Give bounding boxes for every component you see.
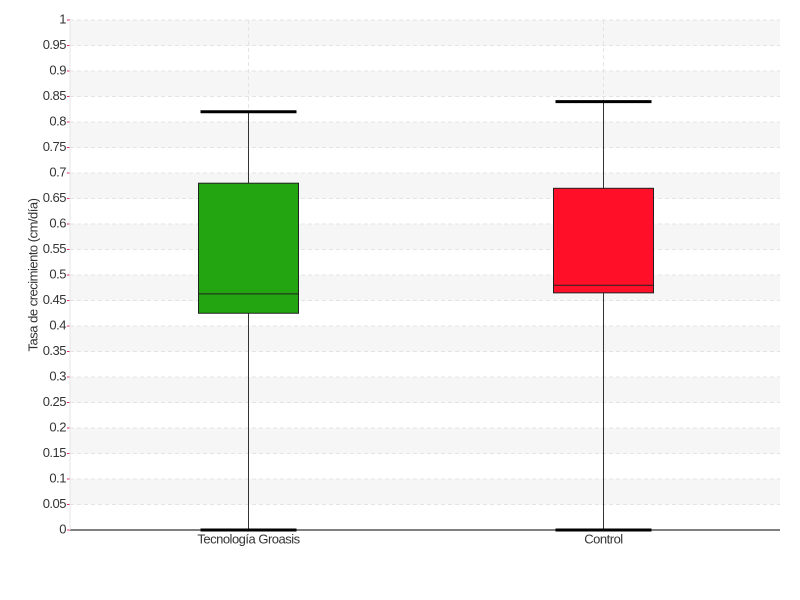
y-tick-label: 0.05 — [43, 496, 67, 511]
y-tick-label: 0.1 — [49, 470, 66, 485]
grid-band — [70, 71, 780, 97]
grid-band — [70, 122, 780, 148]
y-tick-label: 0.65 — [43, 190, 67, 205]
y-axis-label: Tasa de crecimiento (cm/día) — [25, 198, 40, 351]
y-tick-label: 0.85 — [43, 88, 67, 103]
grid-band — [70, 20, 780, 46]
y-tick-label: 0.5 — [49, 266, 66, 281]
grid-band — [70, 275, 780, 301]
grid-band — [70, 377, 780, 403]
grid-band — [70, 224, 780, 250]
y-tick-label: 0.8 — [49, 113, 66, 128]
y-tick-label: 1 — [59, 11, 66, 26]
y-tick-label: 0.35 — [43, 343, 67, 358]
y-tick-label: 0.95 — [43, 37, 67, 52]
grid-band — [70, 173, 780, 199]
y-tick-label: 0.6 — [49, 215, 66, 230]
y-tick-label: 0.9 — [49, 62, 66, 77]
grid-band — [70, 326, 780, 352]
x-tick-label: Control — [584, 531, 623, 546]
x-tick-label: Tecnología Groasis — [197, 531, 300, 546]
y-tick-label: 0.25 — [43, 394, 67, 409]
y-tick-label: 0.45 — [43, 292, 67, 307]
box — [198, 182, 299, 314]
grid-band — [70, 479, 780, 505]
y-tick-label: 0.75 — [43, 139, 67, 154]
y-tick-label: 0.55 — [43, 241, 67, 256]
y-tick-label: 0 — [59, 521, 66, 536]
y-tick-label: 0.2 — [49, 419, 66, 434]
y-tick-label: 0.4 — [49, 317, 66, 332]
box — [553, 187, 654, 294]
y-tick-label: 0.15 — [43, 445, 67, 460]
grid-band — [70, 428, 780, 454]
y-tick-label: 0.3 — [49, 368, 66, 383]
y-tick-label: 0.7 — [49, 164, 66, 179]
